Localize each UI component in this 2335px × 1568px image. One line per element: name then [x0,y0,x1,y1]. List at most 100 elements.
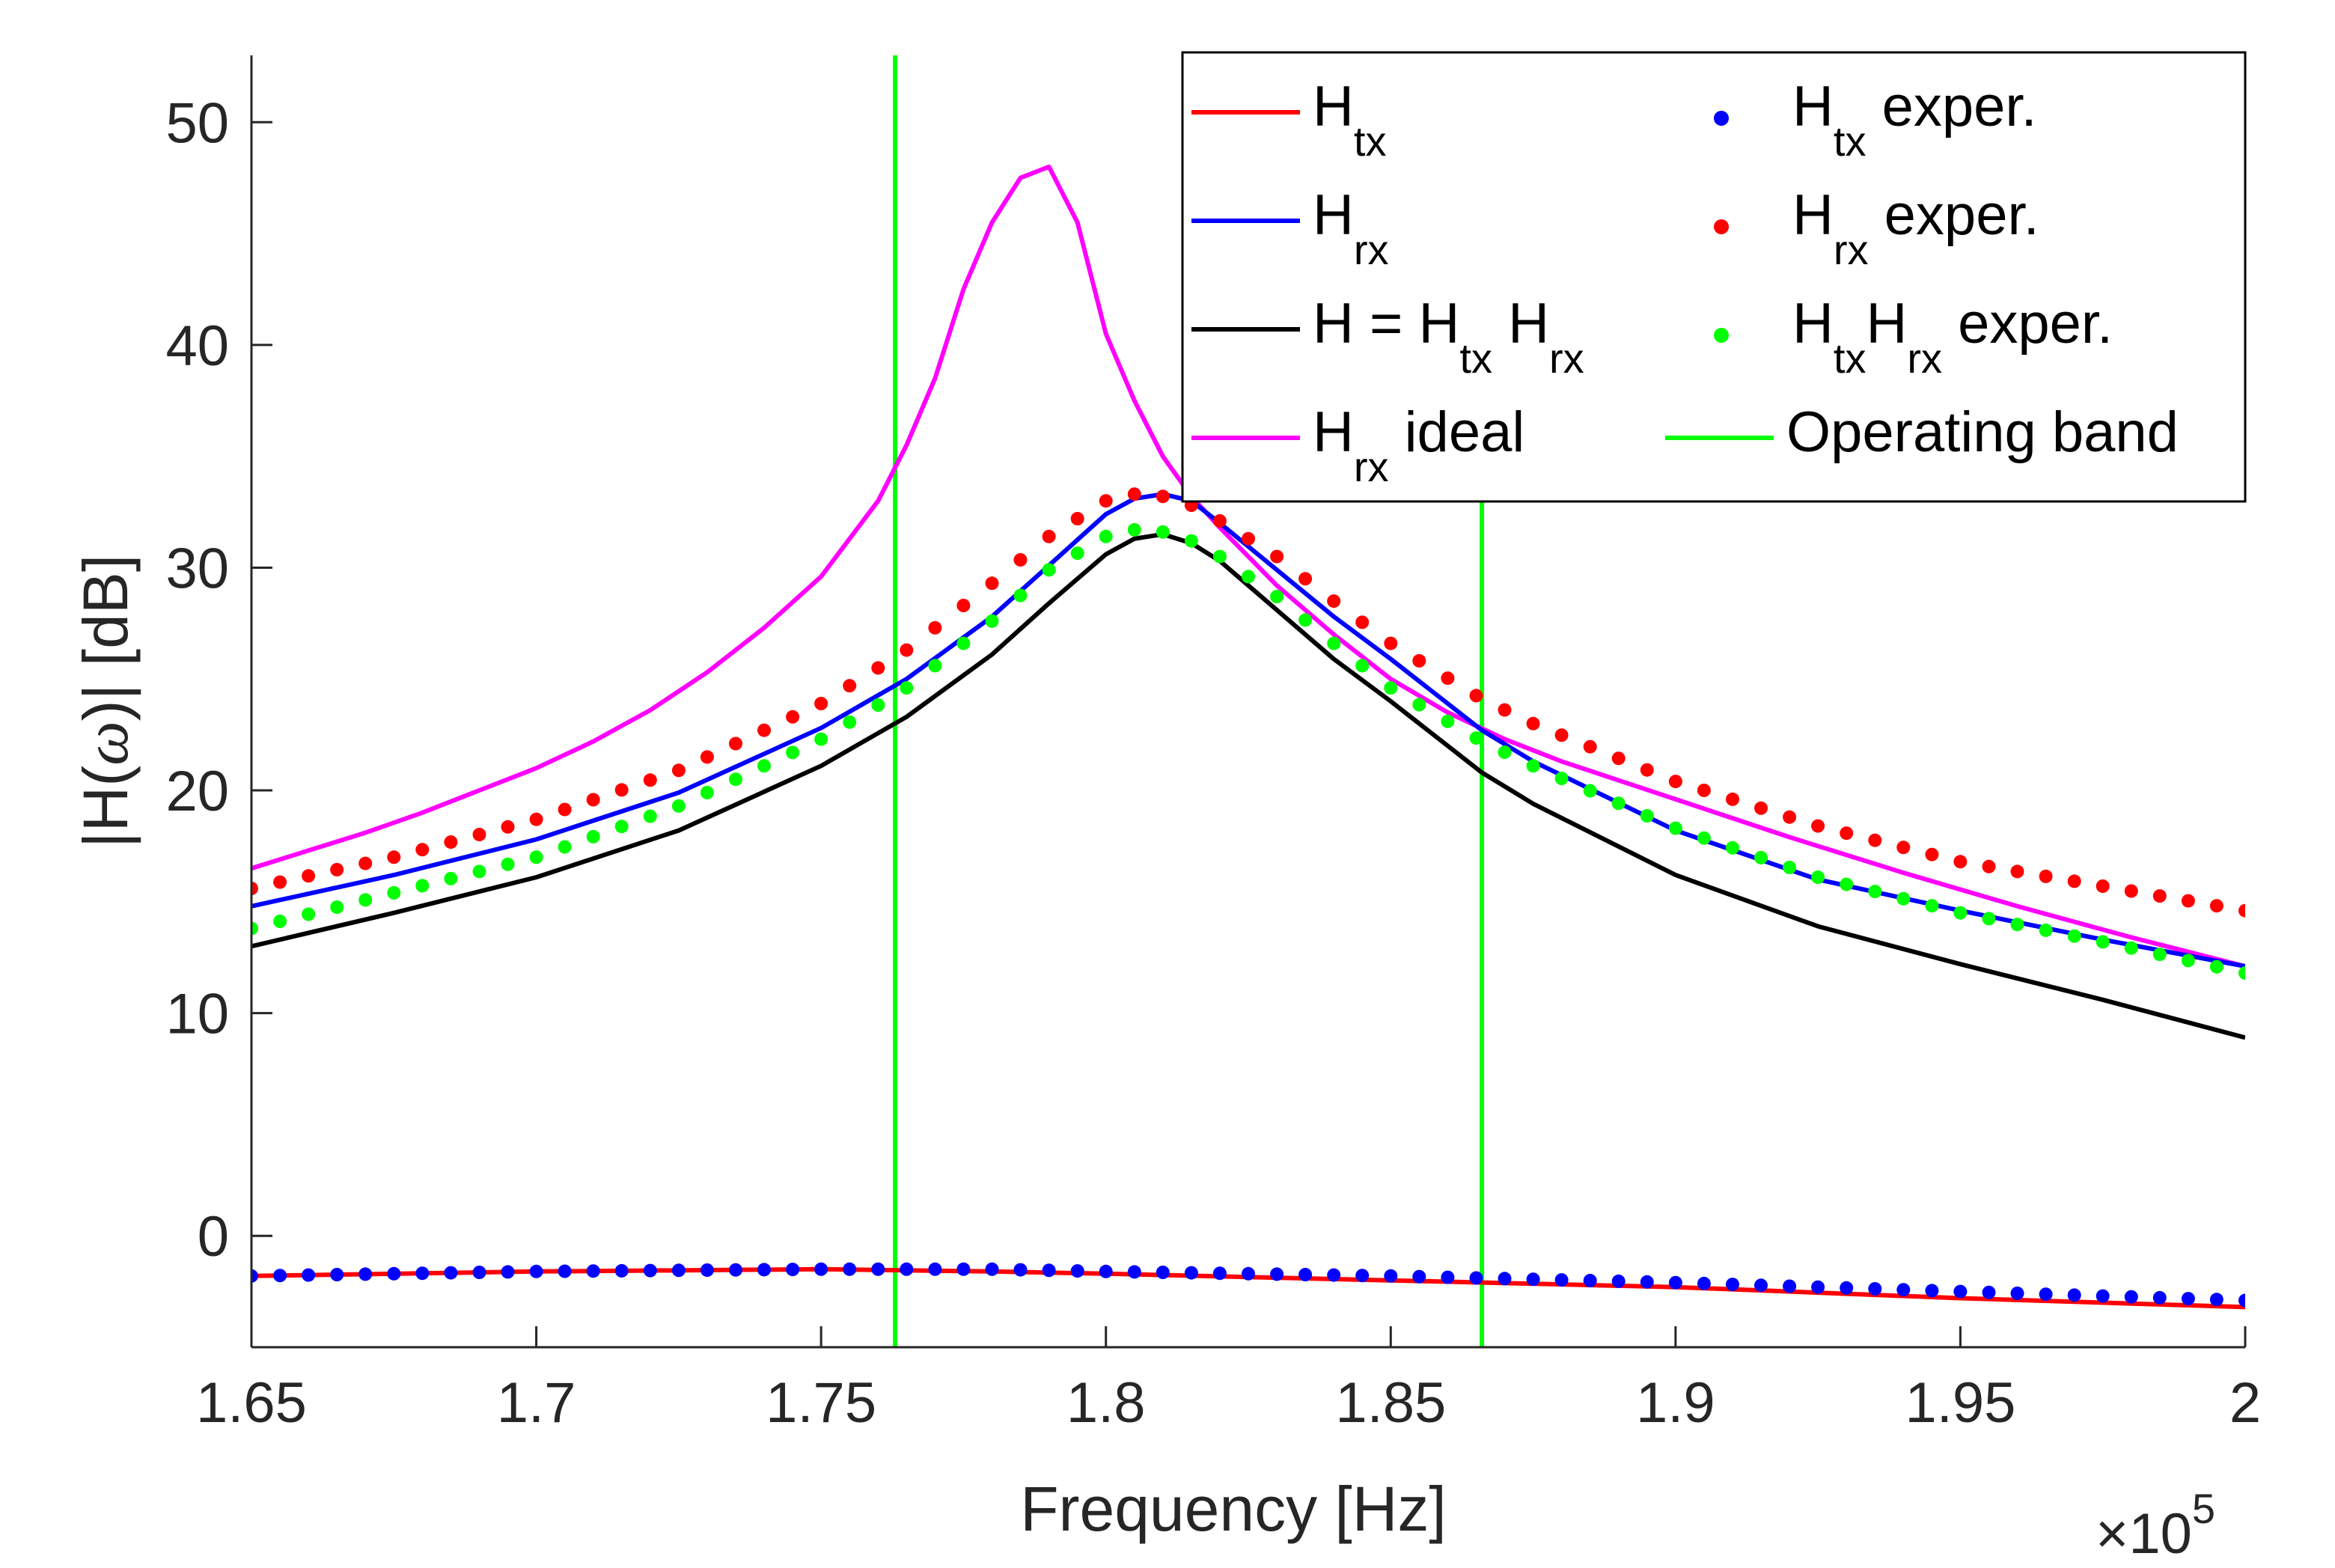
data-point [1127,487,1141,501]
data-point [1668,1275,1682,1290]
data-point [558,840,572,854]
data-point [302,907,316,921]
legend-label-subscript: rx [1549,335,1584,382]
data-point [1554,728,1569,742]
data-point [1327,1268,1341,1282]
data-point [330,900,344,914]
data-point [1099,529,1113,543]
legend-label-base: H [1313,183,1354,247]
data-point [2238,1293,2245,1308]
data-point [871,1262,885,1276]
data-point [529,812,543,826]
plot-area [251,55,2245,1347]
data-point [251,1269,258,1283]
data-point [814,1262,828,1276]
data-point [358,856,373,870]
data-point [1554,1273,1569,1287]
legend-label-base: H [1792,75,1834,138]
data-point [1640,763,1654,777]
legend-entry-htx_exp: Htx exper. [1714,75,2037,165]
data-point [501,820,515,834]
axes: 1.65 1.7 1.75 1.8 1.85 1.9 1.95 201020304050Fre… [70,55,2261,1566]
data-point [2124,884,2138,898]
data-point [558,802,572,817]
data-point [643,773,657,787]
legend-dot-swatch [1714,219,1729,234]
data-point [1726,792,1739,806]
data-point [2067,874,2081,888]
data-point [472,1266,486,1279]
data-point [1611,796,1626,811]
data-point [251,882,258,895]
data-point [956,599,971,612]
data-point [2039,869,2053,883]
data-point [1498,703,1512,717]
legend-label-subscript: tx [1459,335,1492,382]
data-point [1042,563,1056,577]
data-layer [251,55,2245,1347]
data-point [1554,772,1569,785]
data-point [444,835,458,849]
legend-label: H = Htx Hrx [1313,292,1584,382]
data-point [330,863,344,876]
legend-label-mid: H [1866,292,1907,356]
data-point [1355,615,1370,629]
data-point [757,1263,771,1277]
data-point [1754,1278,1768,1293]
data-point [586,793,600,807]
data-point [786,1263,800,1277]
data-point [1896,891,1911,906]
data-point [1526,716,1540,730]
y-tick-label: 10 [165,983,229,1046]
data-point [387,885,401,900]
data-point [1925,899,1939,913]
data-point [1270,1267,1284,1281]
data-point [928,1262,942,1276]
legend-label-subscript: rx [1907,335,1942,382]
data-point [700,750,714,764]
data-point [1156,1266,1170,1279]
data-point [1042,529,1056,543]
data-point [786,745,800,760]
data-point [1184,1266,1198,1280]
data-point [985,1262,999,1276]
data-point [2067,1288,2081,1302]
data-point [273,915,287,928]
data-point [1042,1263,1056,1278]
data-point [415,879,430,893]
y-tick-label: 40 [165,314,229,378]
data-point [614,1263,629,1278]
y-axis-label: |H(ω)| [dB] [70,555,141,848]
x-tick-label: 1.95 [1905,1371,2015,1435]
x-tick-label: 1.9 [1636,1371,1715,1435]
data-point [843,715,857,729]
data-point [2124,941,2138,955]
data-point [843,1262,857,1276]
y-label-omega: ω [72,721,141,765]
data-point [843,679,857,693]
data-point [1355,659,1370,673]
data-point [2238,903,2245,918]
series-line-hrx-ideal [251,164,2245,969]
legend-label-suffix: ideal [1389,400,1525,464]
data-point [2010,1287,2024,1300]
legend-dot-swatch [1714,328,1729,343]
data-point [2181,1292,2195,1306]
data-point [1868,1282,1882,1296]
legend-entry-band: Operating band [1665,400,2179,464]
legend-label-mid: H [1492,292,1549,356]
x-axis-label: Frequency [Hz] [1020,1474,1447,1544]
data-point [1868,885,1882,899]
data-point [302,1268,316,1282]
data-point [415,843,430,857]
data-point [757,723,771,737]
data-point [671,799,686,813]
data-point [671,763,686,778]
data-point [1013,588,1028,603]
data-point [1498,1272,1512,1286]
data-point [586,829,600,844]
data-point [1212,549,1227,564]
data-point [614,820,629,834]
data-point [928,659,942,673]
